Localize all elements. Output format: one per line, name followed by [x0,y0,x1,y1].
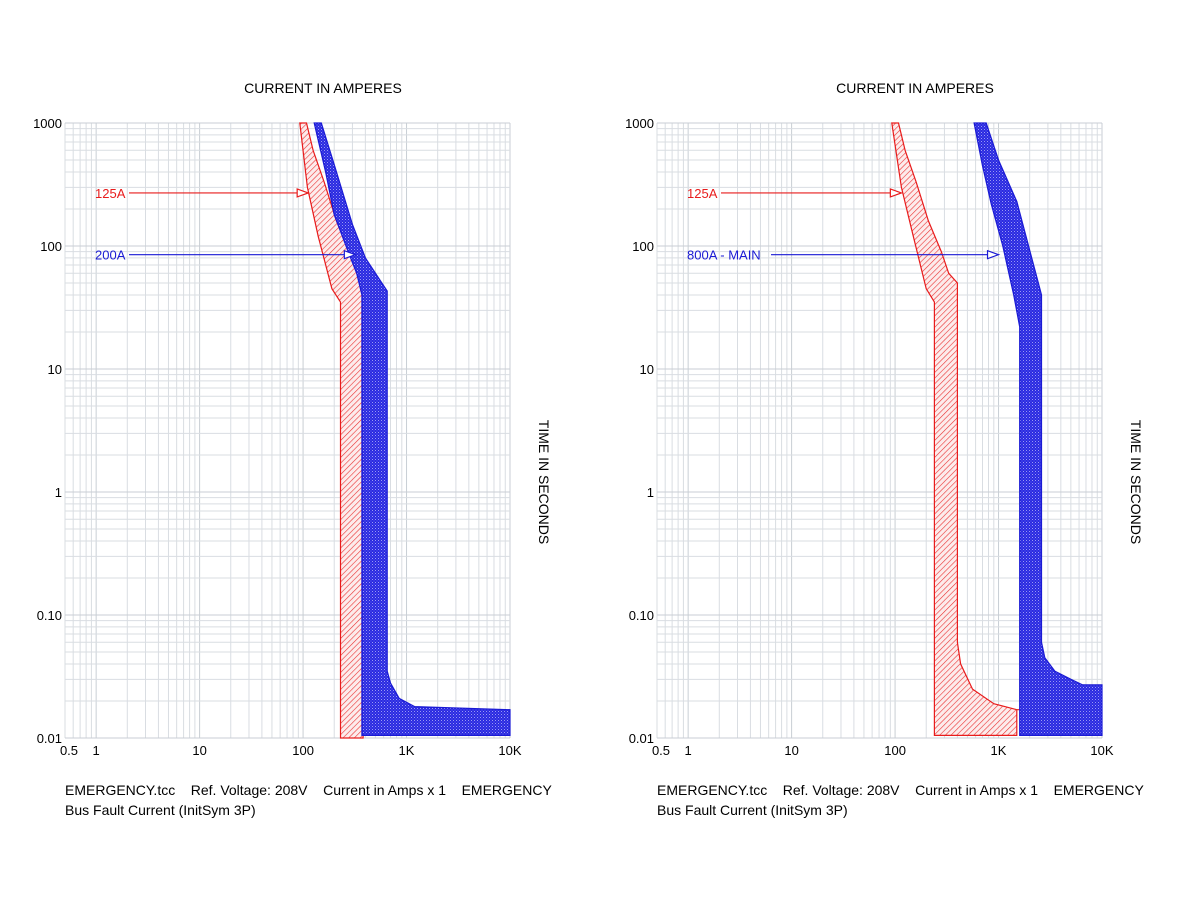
y-tick-label: 1 [647,485,654,500]
chart-right-bands [891,122,1103,737]
chart-right-footer-1: EMERGENCY.tcc Ref. Voltage: 208V Current… [657,782,1144,798]
y-tick-label: 1000 [625,116,654,131]
x-tick-label: 1K [399,743,415,758]
y-tick-label: 10 [640,362,654,377]
y-tick-label: 1 [55,485,62,500]
x-tick-label: 100 [292,743,314,758]
x-tick-label: 1K [991,743,1007,758]
x-tick-label: 10 [784,743,798,758]
x-tick-label: 10K [498,743,521,758]
band-800a-main [973,122,1103,737]
chart-right-xticks: 0.5 1 10 100 1K 10K [652,743,1114,758]
chart-right-yticks: 1000 100 10 1 0.10 0.01 [625,116,654,746]
y-tick-label: 10 [48,362,62,377]
chart-left-footer-2: Bus Fault Current (InitSym 3P) [65,802,256,818]
chart-left-title: CURRENT IN AMPERES [244,80,402,96]
chart-left-xticks: 0.5 1 10 100 1K 10K [60,743,522,758]
series-label: 125A [687,186,718,201]
chart-right: CURRENT IN AMPERES 125A 800A - MAIN 0.5 1… [625,80,1144,818]
x-tick-label: 10 [192,743,206,758]
x-tick-label: 10K [1090,743,1113,758]
y-tick-label: 100 [40,239,62,254]
series-label: 200A [95,248,126,263]
y-tick-label: 0.01 [37,731,62,746]
series-arrowhead [296,188,310,198]
y-tick-label: 0.10 [629,608,654,623]
chart-left-labels: 125A 200A [95,186,358,263]
y-tick-label: 100 [632,239,654,254]
chart-right-title: CURRENT IN AMPERES [836,80,994,96]
chart-left-yticks: 1000 100 10 1 0.10 0.01 [33,116,62,746]
series-label: 800A - MAIN [687,248,761,263]
x-tick-label: 0.5 [60,743,78,758]
x-tick-label: 0.5 [652,743,670,758]
series-arrowhead [889,188,904,198]
x-tick-label: 1 [92,743,99,758]
chart-left-footer-1: EMERGENCY.tcc Ref. Voltage: 208V Current… [65,782,552,798]
y-tick-label: 0.01 [629,731,654,746]
chart-right-ylabel: TIME IN SECONDS [1128,420,1144,544]
series-label: 125A [95,186,126,201]
x-tick-label: 1 [684,743,691,758]
chart-left-grid [64,122,511,739]
series-arrowhead [986,249,1001,260]
series-arrowhead [343,249,358,260]
y-tick-label: 0.10 [37,608,62,623]
chart-right-labels: 125A 800A - MAIN [687,186,1001,263]
y-tick-label: 1000 [33,116,62,131]
x-tick-label: 100 [884,743,906,758]
chart-right-footer-2: Bus Fault Current (InitSym 3P) [657,802,848,818]
band-125a [891,122,1102,737]
chart-left-ylabel: TIME IN SECONDS [536,420,552,544]
